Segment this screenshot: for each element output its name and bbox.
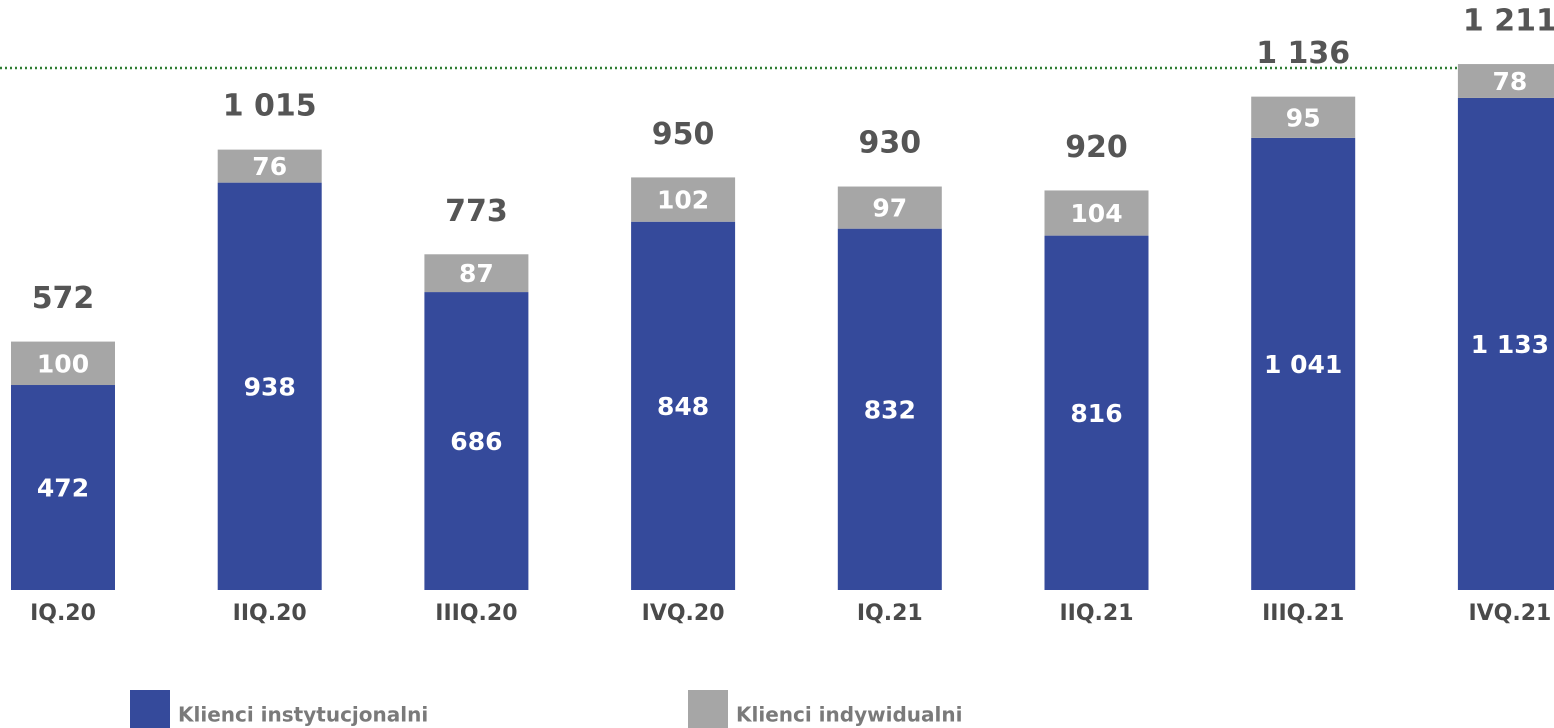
bar-segment [424, 292, 529, 590]
total-label: 920 [1065, 130, 1128, 165]
x-tick-label: IIIQ.20 [435, 601, 517, 626]
value-label: 1 041 [1264, 350, 1342, 379]
value-label: 78 [1493, 67, 1528, 96]
legend-label: Klienci indywidualni [736, 703, 962, 727]
total-label: 1 211 [1463, 4, 1554, 39]
value-label: 100 [37, 349, 89, 378]
value-label: 95 [1286, 103, 1321, 132]
bar-segment [631, 221, 736, 590]
total-label: 930 [858, 126, 921, 161]
bar-segment [11, 341, 115, 386]
value-label: 104 [1070, 199, 1122, 228]
legend-label: Klienci instytucjonalni [178, 703, 428, 727]
bar-segment [837, 186, 942, 229]
value-label: 472 [37, 474, 89, 503]
bar-segment [631, 177, 736, 222]
x-tick-label: IIQ.21 [1059, 601, 1133, 626]
value-label: 87 [459, 259, 494, 288]
value-label: 97 [872, 194, 907, 223]
bar-segment [837, 228, 942, 590]
value-label: 102 [657, 186, 709, 215]
total-label: 950 [652, 117, 715, 152]
x-tick-label: IIQ.20 [233, 601, 307, 626]
bar-segment [11, 385, 115, 590]
x-tick-label: IVQ.21 [1468, 601, 1551, 626]
value-label: 848 [657, 392, 709, 421]
bar-segment [1457, 64, 1554, 98]
value-label: 76 [252, 152, 287, 181]
total-label: 1 015 [223, 89, 317, 124]
legend-swatch [688, 690, 728, 728]
x-tick-label: IVQ.20 [642, 601, 725, 626]
total-label: 1 136 [1256, 36, 1350, 71]
bar-segment [1251, 96, 1356, 138]
value-label: 816 [1070, 399, 1122, 428]
bar-segment [217, 149, 322, 183]
x-tick-label: IQ.20 [30, 601, 96, 626]
value-label: 686 [450, 427, 502, 456]
bar-segment [1457, 97, 1554, 590]
bar-segment [217, 182, 322, 591]
total-label: 572 [32, 281, 95, 316]
bar-segment [424, 254, 529, 293]
value-label: 1 133 [1471, 330, 1549, 359]
x-tick-label: IQ.21 [857, 601, 923, 626]
total-label: 773 [445, 194, 508, 229]
legend-swatch [130, 690, 170, 728]
value-label: 832 [864, 395, 916, 424]
bar-segment [1251, 137, 1356, 590]
bar-segment [1044, 190, 1149, 236]
bar-segment [1044, 235, 1149, 590]
x-tick-label: IIIQ.21 [1262, 601, 1344, 626]
value-label: 938 [244, 372, 296, 401]
